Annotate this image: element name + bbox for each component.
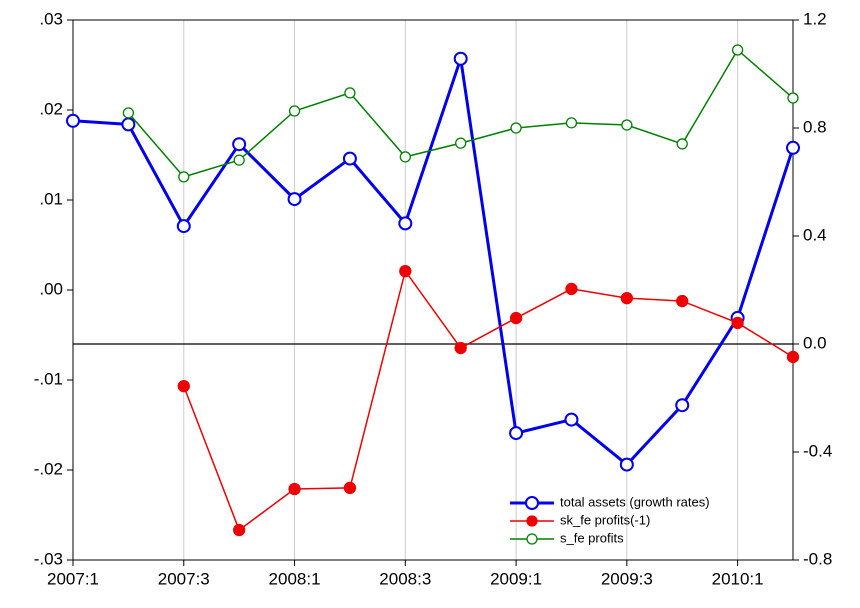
- data-point: [233, 523, 246, 537]
- y-tick-label: -.02: [34, 459, 63, 478]
- data-point: [676, 138, 688, 150]
- data-point: [178, 171, 190, 183]
- y2-tick-label: 1.2: [803, 9, 827, 28]
- data-point: [287, 192, 302, 207]
- data-point: [620, 291, 633, 305]
- legend-label: sk_fe profits(-1): [560, 512, 650, 527]
- data-point: [676, 294, 689, 308]
- data-point: [177, 379, 190, 393]
- plot-frame: [72, 19, 794, 561]
- data-point: [453, 51, 468, 66]
- data-point: [342, 151, 357, 166]
- data-point: [288, 105, 301, 117]
- data-point: [786, 350, 800, 364]
- data-point: [176, 219, 191, 234]
- x-tick-label: 2007:3: [158, 569, 210, 588]
- y-tick-label: -.01: [34, 369, 63, 388]
- x-tick-label: 2008:1: [269, 569, 321, 588]
- legend-label: total assets (growth rates): [560, 494, 710, 509]
- y2-tick-label: -0.4: [803, 441, 832, 460]
- data-point: [509, 426, 524, 441]
- data-point: [731, 316, 744, 330]
- data-point: [619, 457, 634, 472]
- y2-tick-label: -0.8: [803, 549, 832, 568]
- y2-tick-label: 0.8: [803, 117, 827, 136]
- data-point: [343, 481, 357, 495]
- x-tick-label: 2008:3: [379, 569, 431, 588]
- data-point: [121, 117, 136, 132]
- data-point: [399, 151, 411, 163]
- x-tick-label: 2010:1: [712, 569, 764, 588]
- data-point: [731, 44, 744, 56]
- legend-marker: [526, 533, 538, 545]
- y-tick-label: .02: [39, 99, 63, 118]
- data-point: [675, 398, 690, 413]
- data-point: [564, 412, 579, 427]
- y-tick-label: -.03: [34, 549, 63, 568]
- series-line: [183, 269, 794, 532]
- series-line: [127, 48, 794, 178]
- data-point: [122, 107, 135, 119]
- y2-tick-label: 0.0: [803, 333, 827, 352]
- y2-tick-label: 0.4: [803, 225, 827, 244]
- data-point: [786, 140, 800, 155]
- y-tick-label: .00: [39, 279, 63, 298]
- data-point: [565, 282, 578, 296]
- data-point: [510, 122, 522, 134]
- x-tick-label: 2009:3: [601, 569, 653, 588]
- data-point: [509, 311, 523, 325]
- data-point: [454, 341, 467, 355]
- data-point: [288, 482, 301, 496]
- data-point: [398, 216, 413, 231]
- legend-label: s_fe profits: [560, 530, 624, 545]
- x-tick-label: 2007:1: [47, 569, 99, 588]
- x-tick-label: 2009:1: [490, 569, 542, 588]
- legend-marker: [525, 496, 539, 510]
- data-point: [787, 92, 799, 104]
- data-point: [455, 137, 467, 149]
- data-point: [399, 264, 412, 278]
- series-line: [72, 58, 795, 467]
- data-point: [565, 117, 578, 129]
- data-point: [621, 119, 633, 131]
- y-tick-label: .03: [39, 9, 63, 28]
- legend-marker: [526, 515, 538, 527]
- data-point: [66, 113, 80, 128]
- y-tick-label: .01: [39, 189, 63, 208]
- data-point: [232, 137, 247, 152]
- data-point: [233, 154, 245, 166]
- data-point: [344, 87, 356, 99]
